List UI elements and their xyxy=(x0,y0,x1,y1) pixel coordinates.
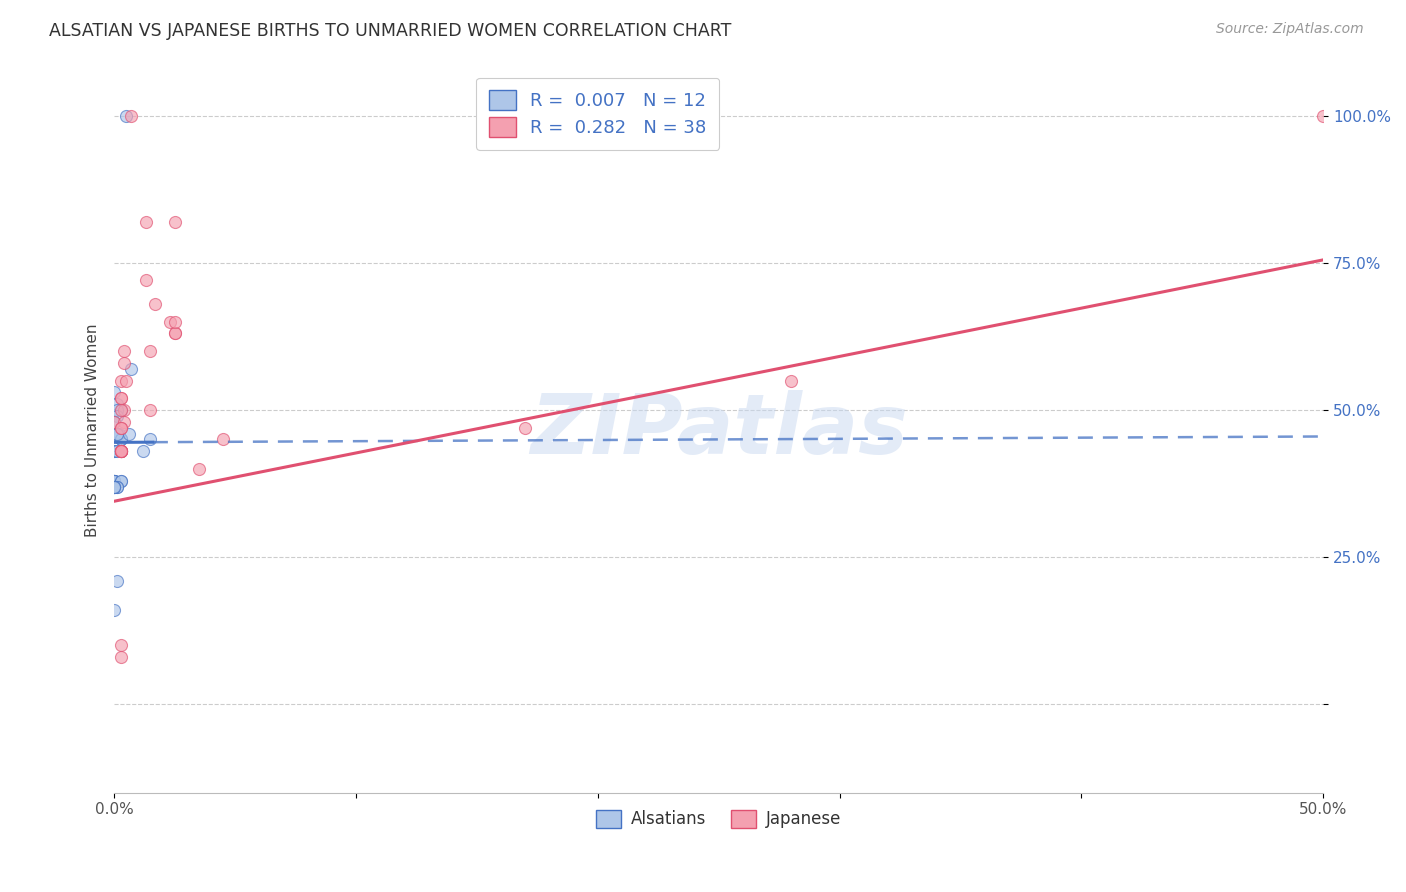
Point xyxy=(110,639,132,653)
Point xyxy=(110,444,132,458)
Point xyxy=(105,479,128,493)
Point xyxy=(120,109,142,123)
Point xyxy=(103,444,125,458)
Point xyxy=(110,420,132,434)
Point xyxy=(110,650,132,665)
Point xyxy=(187,462,209,476)
Point xyxy=(139,433,162,447)
Point xyxy=(163,315,186,329)
Point xyxy=(103,415,125,429)
Y-axis label: Births to Unmarried Women: Births to Unmarried Women xyxy=(86,324,100,537)
Point xyxy=(103,479,125,493)
Text: Source: ZipAtlas.com: Source: ZipAtlas.com xyxy=(1216,22,1364,37)
Point xyxy=(105,479,128,493)
Point xyxy=(110,444,132,458)
Point xyxy=(118,426,141,441)
Point xyxy=(110,444,132,458)
Point xyxy=(212,433,235,447)
Point xyxy=(110,391,132,405)
Point xyxy=(143,297,166,311)
Point xyxy=(105,403,128,417)
Point xyxy=(103,474,125,488)
Point xyxy=(105,409,128,423)
Point xyxy=(163,214,186,228)
Point xyxy=(103,474,125,488)
Point xyxy=(159,315,181,329)
Point xyxy=(110,444,132,458)
Point xyxy=(103,385,125,400)
Point xyxy=(135,214,157,228)
Point xyxy=(105,444,128,458)
Point xyxy=(103,415,125,429)
Point xyxy=(110,391,132,405)
Text: ALSATIAN VS JAPANESE BIRTHS TO UNMARRIED WOMEN CORRELATION CHART: ALSATIAN VS JAPANESE BIRTHS TO UNMARRIED… xyxy=(49,22,731,40)
Point xyxy=(110,474,132,488)
Point xyxy=(780,374,803,388)
Point xyxy=(110,444,132,458)
Point xyxy=(132,444,155,458)
Point xyxy=(139,344,162,359)
Point xyxy=(163,326,186,341)
Point xyxy=(105,426,128,441)
Point xyxy=(108,426,131,441)
Point xyxy=(163,326,186,341)
Point xyxy=(110,420,132,434)
Point xyxy=(110,444,132,458)
Point xyxy=(103,479,125,493)
Point xyxy=(103,474,125,488)
Point xyxy=(110,433,132,447)
Point xyxy=(103,479,125,493)
Point xyxy=(120,361,142,376)
Point xyxy=(110,444,132,458)
Point xyxy=(135,273,157,287)
Point xyxy=(110,403,132,417)
Point xyxy=(110,433,132,447)
Point xyxy=(110,403,132,417)
Point xyxy=(103,603,125,617)
Point xyxy=(112,344,135,359)
Point xyxy=(105,397,128,411)
Point xyxy=(103,474,125,488)
Point xyxy=(105,426,128,441)
Point xyxy=(112,415,135,429)
Point xyxy=(115,374,138,388)
Point xyxy=(110,474,132,488)
Point xyxy=(105,574,128,588)
Point xyxy=(112,356,135,370)
Point xyxy=(110,444,132,458)
Point xyxy=(115,109,138,123)
Legend: Alsatians, Japanese: Alsatians, Japanese xyxy=(589,803,848,835)
Point xyxy=(1312,109,1334,123)
Text: ZIPatlas: ZIPatlas xyxy=(530,390,908,471)
Point xyxy=(112,403,135,417)
Point xyxy=(103,474,125,488)
Point xyxy=(103,426,125,441)
Point xyxy=(110,374,132,388)
Point xyxy=(139,403,162,417)
Point xyxy=(515,420,537,434)
Point xyxy=(103,479,125,493)
Point xyxy=(103,479,125,493)
Point xyxy=(103,444,125,458)
